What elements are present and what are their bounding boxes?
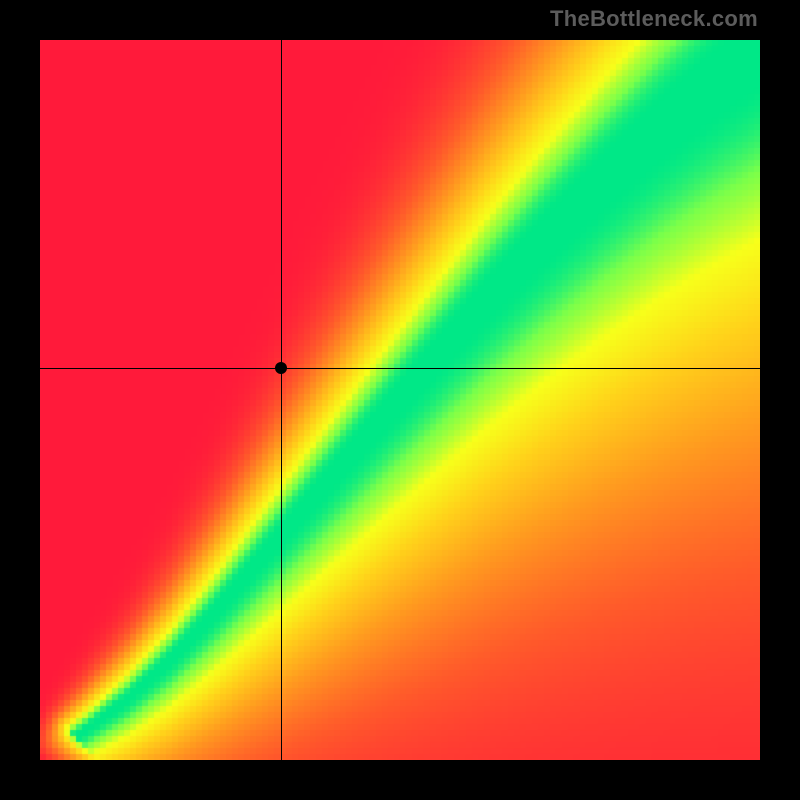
heatmap-plot <box>40 40 760 760</box>
data-point-marker <box>275 362 287 374</box>
heatmap-canvas <box>40 40 760 760</box>
watermark-text: TheBottleneck.com <box>550 6 758 32</box>
crosshair-vertical <box>281 40 282 760</box>
crosshair-horizontal <box>40 368 760 369</box>
